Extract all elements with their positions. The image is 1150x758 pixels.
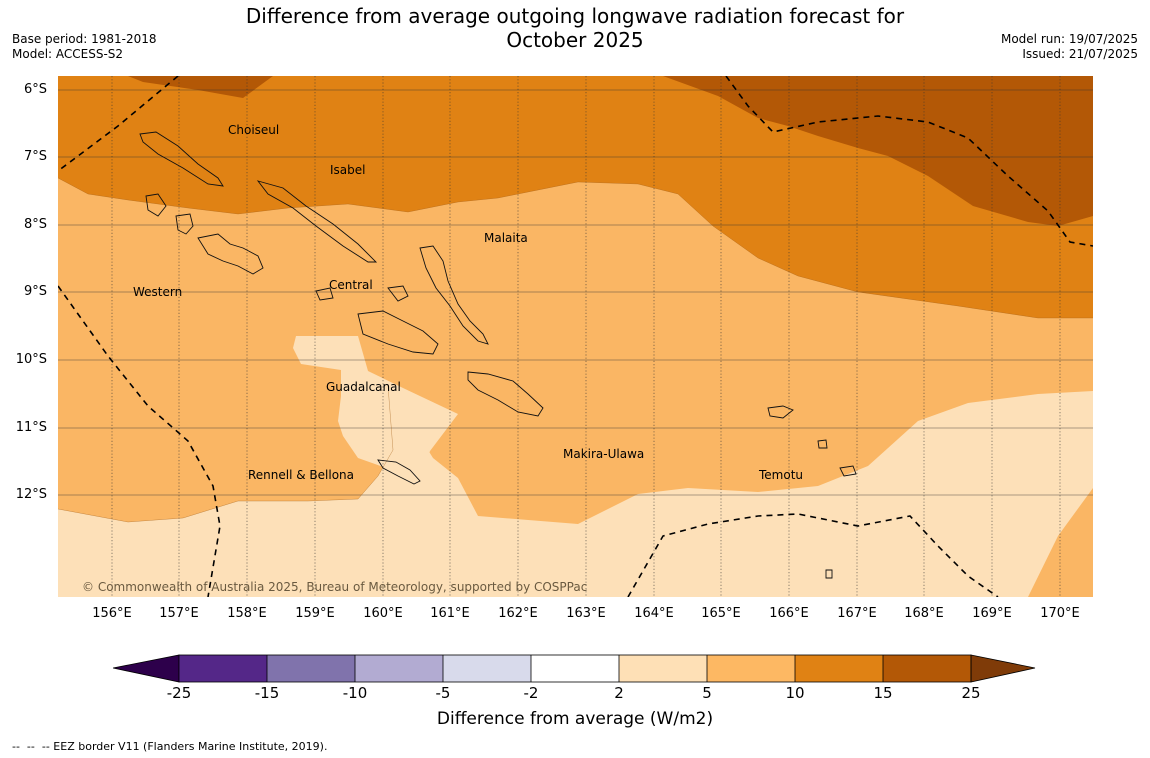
eez-border: [58, 76, 1093, 597]
lon-label-161e: 161°E: [430, 606, 470, 621]
cb-seg-3: [355, 655, 443, 682]
chart-title: Difference from average outgoing longwav…: [0, 4, 1150, 52]
model-run-text: Model run: 19/07/2025: [1000, 32, 1138, 46]
malaita-island: [419, 245, 489, 345]
title-line-1: Difference from average outgoing longwav…: [245, 4, 905, 28]
vanikoro: [817, 439, 828, 449]
lon-label-167e: 167°E: [837, 606, 877, 621]
cb-seg-5: [531, 655, 619, 682]
cb-tick-m25: -25: [166, 684, 192, 702]
olr-map: [58, 76, 1093, 597]
region-western: Western: [133, 285, 183, 299]
title-line-2: October 2025: [506, 28, 644, 52]
lon-label-163e: 163°E: [566, 606, 606, 621]
region-rennell-bellona: Rennell & Bellona: [248, 468, 355, 482]
vella-lavella: [145, 193, 167, 217]
cb-seg-4: [443, 655, 531, 682]
islands: [139, 131, 857, 579]
lon-label-169e: 169°E: [972, 606, 1012, 621]
guadalcanal-island: [357, 310, 439, 355]
lon-label-162e: 162°E: [498, 606, 538, 621]
lon-label-165e: 165°E: [701, 606, 741, 621]
cb-seg-1: [179, 655, 267, 682]
santa-cruz-island: [767, 405, 794, 419]
rennell-island: [377, 459, 421, 485]
cb-tick-15: 15: [873, 684, 893, 702]
base-period-text: Base period: 1981-2018: [12, 32, 157, 46]
makira-island: [467, 371, 544, 417]
new-georgia-2: [197, 233, 264, 275]
cb-seg-2: [267, 655, 355, 682]
copyright-notice: © Commonwealth of Australia 2025, Bureau…: [82, 580, 588, 594]
cb-tick-10: 10: [785, 684, 805, 702]
region-choiseul: Choiseul: [228, 123, 280, 137]
lon-label-164e: 164°E: [634, 606, 674, 621]
band-2-5-blob: [293, 336, 458, 480]
region-malaita: Malaita: [484, 231, 528, 245]
lat-label-8s: 8°S: [23, 217, 47, 232]
contour-lines: [58, 177, 1093, 523]
band-2-5-south: [58, 386, 1093, 597]
florida-islands: [387, 285, 409, 302]
band-15-25-nw: [128, 76, 273, 98]
lon-label-157e: 157°E: [159, 606, 199, 621]
meta-left: Base period: 1981-2018 Model: ACCESS-S2: [12, 32, 157, 62]
issued-text: Issued: 21/07/2025: [1022, 47, 1138, 61]
cb-tick-25: 25: [961, 684, 981, 702]
isabel-island: [256, 180, 378, 263]
model-text: Model: ACCESS-S2: [12, 47, 124, 61]
lon-label-158e: 158°E: [227, 606, 267, 621]
cb-tick-m15: -15: [254, 684, 280, 702]
colorbar-title: Difference from average (W/m2): [436, 709, 714, 729]
lat-label-7s: 7°S: [23, 149, 47, 164]
region-guadalcanal: Guadalcanal: [326, 380, 401, 394]
cb-tick-m2: -2: [523, 684, 539, 702]
temotu-small: [839, 465, 857, 477]
region-central: Central: [329, 278, 373, 292]
lon-label-166e: 166°E: [769, 606, 809, 621]
graticule: [58, 89, 1093, 496]
map-panel: [58, 76, 1093, 597]
colorbar-svg: [112, 654, 1036, 683]
region-temotu: Temotu: [759, 468, 804, 482]
cb-seg-6: [619, 655, 707, 682]
region-isabel: Isabel: [330, 163, 366, 177]
cb-tick-5: 5: [702, 684, 712, 702]
meta-right: Model run: 19/07/2025 Issued: 21/07/2025: [1001, 32, 1138, 62]
lon-label-160e: 160°E: [363, 606, 403, 621]
lat-label-6s: 6°S: [23, 82, 47, 97]
cb-tick-m10: -10: [342, 684, 368, 702]
new-georgia-island: [175, 213, 194, 235]
lon-label-156e: 156°E: [92, 606, 132, 621]
eez-legend-footer: -- -- -- EEZ border V11 (Flanders Marine…: [12, 740, 328, 753]
lon-label-168e: 168°E: [904, 606, 944, 621]
colorbar: [112, 654, 1037, 688]
choiseul-island: [139, 131, 224, 187]
lon-label-170e: 170°E: [1040, 606, 1080, 621]
cb-extend-high: [970, 654, 1036, 683]
cb-tick-2: 2: [614, 684, 624, 702]
central-small: [315, 287, 334, 301]
region-makira-ulawa: Makira-Ulawa: [563, 447, 645, 461]
lat-label-10s: 10°S: [15, 352, 47, 367]
tikopia: [825, 569, 833, 579]
lon-label-159e: 159°E: [295, 606, 335, 621]
lat-label-9s: 9°S: [23, 284, 47, 299]
meridians: [111, 76, 1061, 597]
cb-seg-9: [883, 655, 971, 682]
lat-label-12s: 12°S: [15, 487, 47, 502]
cb-seg-7: [707, 655, 795, 682]
cb-seg-8: [795, 655, 883, 682]
cb-extend-low: [112, 654, 180, 683]
lat-label-11s: 11°S: [15, 420, 47, 435]
band-15-25-ne: [663, 76, 1093, 226]
cb-tick-m5: -5: [435, 684, 451, 702]
